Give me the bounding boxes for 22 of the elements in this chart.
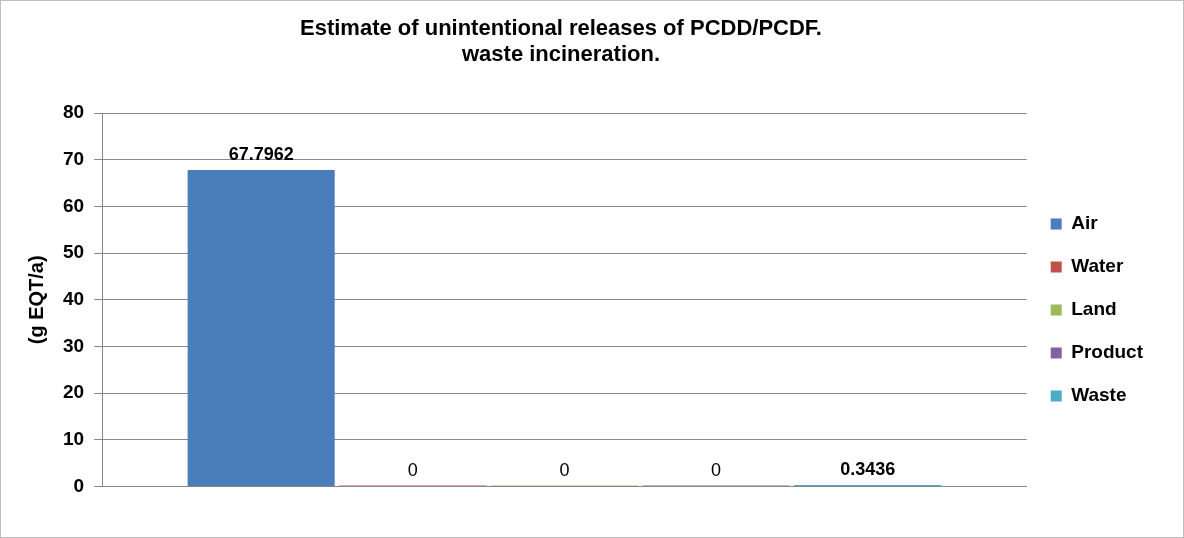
legend-label: Land: [1071, 298, 1117, 320]
legend-label: Waste: [1071, 384, 1127, 406]
y-tick-label: 0: [73, 474, 85, 496]
y-tick-label: 70: [62, 147, 85, 169]
y-tick-label: 20: [62, 381, 85, 403]
y-tick-label: 60: [62, 194, 85, 216]
legend-label: Air: [1071, 212, 1099, 234]
data-label: 0: [711, 459, 722, 480]
data-label: 0: [559, 459, 570, 480]
legend-label: Product: [1071, 341, 1144, 363]
y-tick-label: 40: [62, 288, 85, 310]
y-tick-label: 30: [62, 334, 85, 356]
y-axis-title: (g EQT/a): [24, 255, 47, 345]
data-label: 67.7962: [228, 143, 294, 164]
y-tick-label: 50: [62, 241, 85, 263]
bar: [187, 169, 335, 487]
y-tick-label: 80: [62, 101, 85, 123]
y-tick-label: 10: [62, 428, 85, 450]
legend-label: Water: [1071, 255, 1124, 277]
chart-title: Estimate of unintentional releases of PCDD/PCDF. waste incineration.: [299, 15, 823, 67]
data-label: 0.3436: [840, 458, 896, 479]
data-label: 0: [407, 459, 418, 480]
